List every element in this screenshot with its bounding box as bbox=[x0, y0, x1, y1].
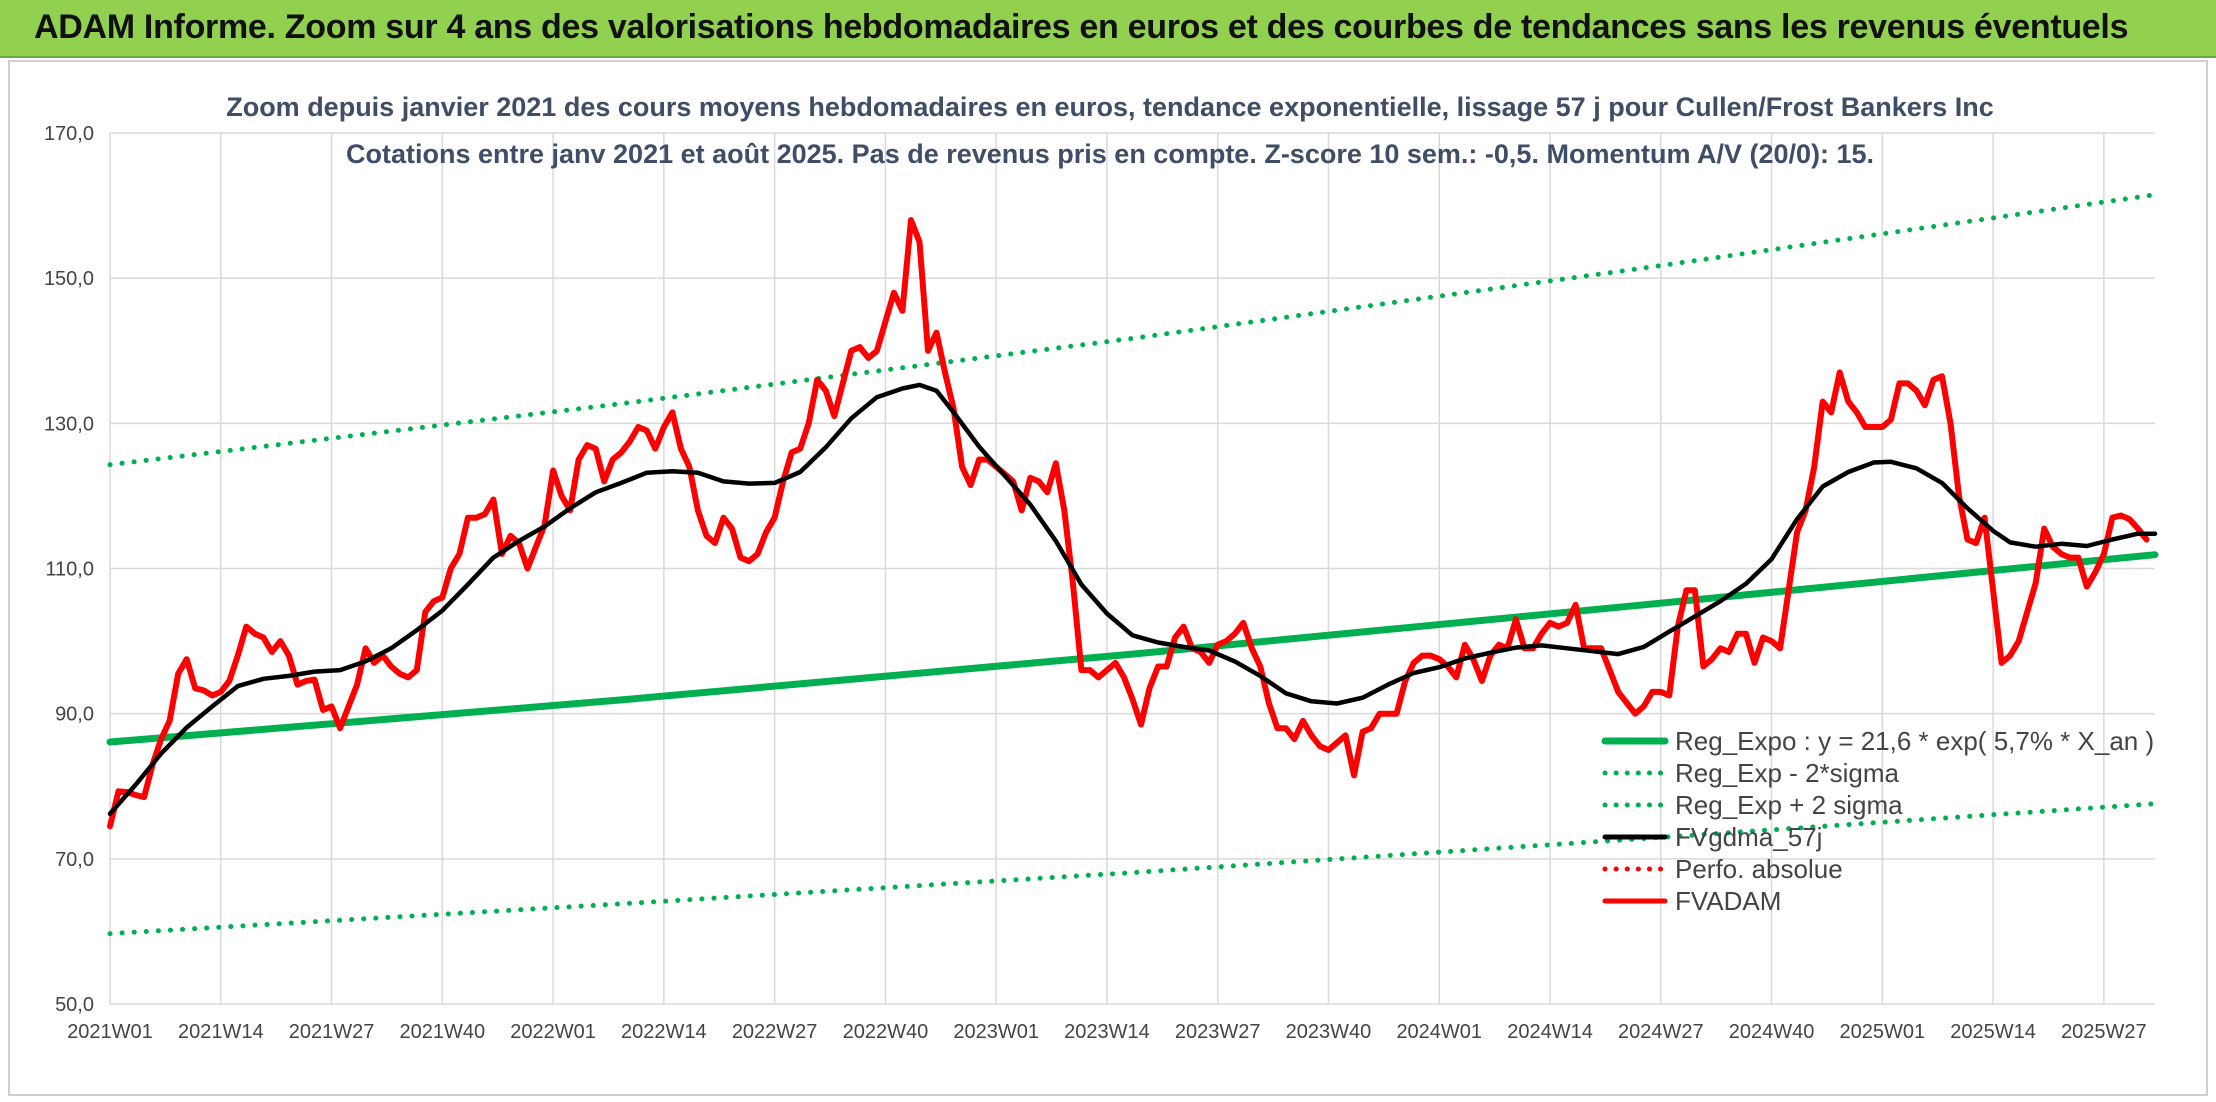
chart-legend: Reg_Expo : y = 21,6 * exp( 5,7% * X_an )… bbox=[1601, 726, 2154, 916]
y-tick-label: 170,0 bbox=[44, 123, 94, 145]
x-tick-label: 2023W14 bbox=[1064, 1021, 1150, 1043]
x-tick-label: 2025W27 bbox=[2061, 1021, 2147, 1043]
legend-label: FVgdma_57j bbox=[1675, 822, 1822, 852]
x-tick-label: 2022W27 bbox=[732, 1021, 818, 1043]
y-tick-label: 70,0 bbox=[55, 849, 94, 871]
x-tick-label: 2023W40 bbox=[1286, 1021, 1372, 1043]
x-tick-label: 2022W40 bbox=[843, 1021, 929, 1043]
x-tick-label: 2021W01 bbox=[67, 1021, 153, 1043]
x-tick-label: 2024W14 bbox=[1507, 1021, 1593, 1043]
y-tick-label: 150,0 bbox=[44, 268, 94, 290]
series-line-3 bbox=[107, 382, 2158, 817]
series-line-0 bbox=[106, 551, 2159, 746]
x-tick-label: 2024W40 bbox=[1729, 1021, 1815, 1043]
legend-label: Reg_Exp - 2*sigma bbox=[1675, 758, 1900, 788]
x-axis: 2021W01 2021W14 2021W27 2021W40 2022W01 2022W… bbox=[67, 1021, 2147, 1043]
legend-label: Reg_Expo : y = 21,6 * exp( 5,7% * X_an ) bbox=[1675, 726, 2154, 756]
x-tick-label: 2021W27 bbox=[289, 1021, 375, 1043]
y-tick-label: 50,0 bbox=[55, 994, 94, 1016]
x-tick-label: 2024W01 bbox=[1396, 1021, 1482, 1043]
chart-grid bbox=[109, 132, 2155, 1005]
chart-frame bbox=[8, 60, 2208, 1096]
legend-label: FVADAM bbox=[1675, 886, 1781, 916]
series-line-1 bbox=[107, 801, 2158, 937]
x-tick-label: 2023W01 bbox=[953, 1021, 1039, 1043]
y-tick-label: 110,0 bbox=[45, 559, 94, 581]
legend-label: Reg_Exp + 2 sigma bbox=[1675, 790, 1903, 820]
x-tick-label: 2022W14 bbox=[621, 1021, 707, 1043]
y-tick-label: 130,0 bbox=[44, 413, 94, 435]
header-bar: ADAM Informe. Zoom sur 4 ans des valoris… bbox=[0, 0, 2216, 58]
series-line-2 bbox=[107, 192, 2158, 468]
y-tick-label: 90,0 bbox=[55, 704, 94, 726]
legend-label: Perfo. absolue bbox=[1675, 854, 1843, 884]
x-tick-label: 2021W14 bbox=[178, 1021, 264, 1043]
x-tick-label: 2024W27 bbox=[1618, 1021, 1704, 1043]
chart-subtitle: Cotations entre janv 2021 et août 2025. … bbox=[346, 139, 1874, 169]
x-tick-label: 2023W27 bbox=[1175, 1021, 1261, 1043]
header-title: ADAM Informe. Zoom sur 4 ans des valoris… bbox=[34, 8, 2129, 46]
x-tick-label: 2021W40 bbox=[400, 1021, 486, 1043]
x-tick-label: 2025W14 bbox=[1950, 1021, 2036, 1043]
y-axis: 50,0 70,0 90,0 110,0 130,0 150,0 170,0 bbox=[44, 123, 94, 1016]
x-tick-label: 2025W01 bbox=[1840, 1021, 1926, 1043]
chart-title: Zoom depuis janvier 2021 des cours moyen… bbox=[226, 92, 1994, 122]
x-tick-label: 2022W01 bbox=[510, 1021, 596, 1043]
chart-series bbox=[106, 192, 2159, 937]
